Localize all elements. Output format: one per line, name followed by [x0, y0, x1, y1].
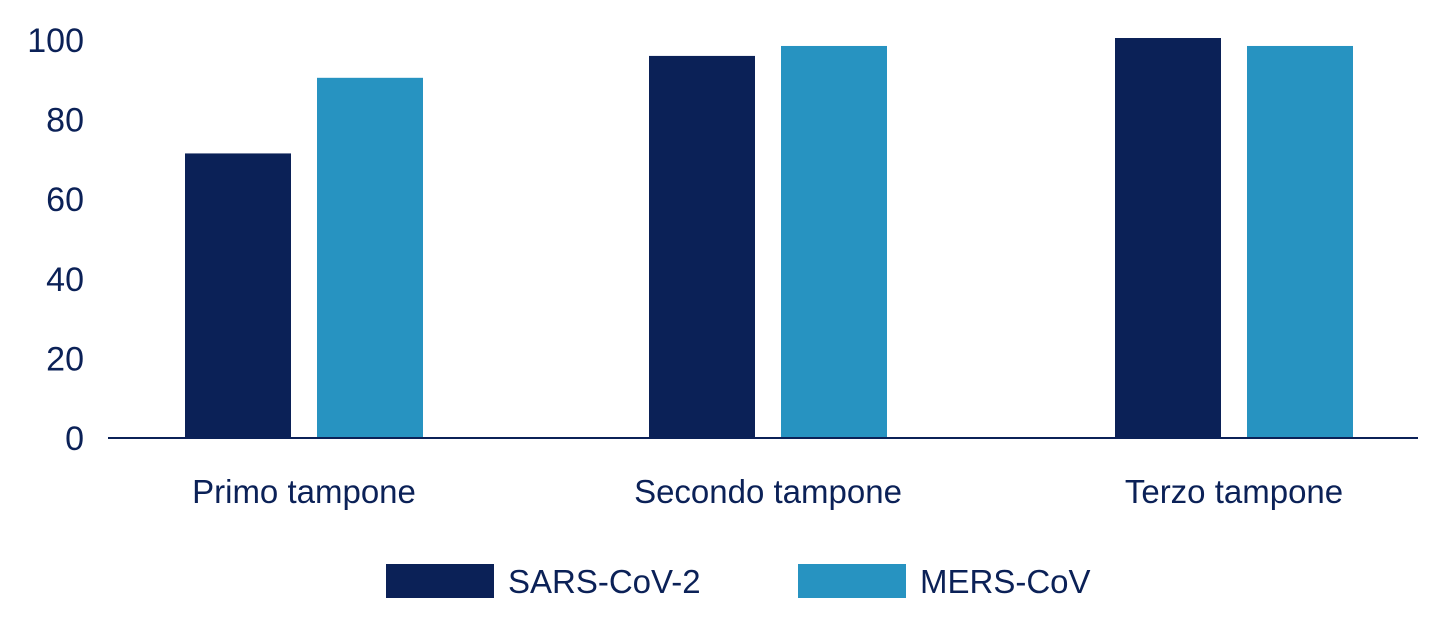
y-tick-label: 0	[65, 420, 84, 458]
bar-mers-cov-2	[1247, 45, 1353, 438]
y-tick-label: 20	[46, 340, 84, 378]
bar-sars-cov-2-2	[1115, 38, 1221, 438]
x-tick-label: Secondo tampone	[634, 473, 902, 510]
bar-sars-cov-2-0	[185, 153, 291, 438]
y-axis: 0 20 40 60 80 100	[27, 22, 84, 458]
bar-sars-cov-2-1	[649, 55, 755, 439]
x-tick-label: Terzo tampone	[1125, 473, 1343, 510]
y-tick-label: 100	[27, 22, 84, 60]
y-tick-label: 80	[46, 102, 84, 140]
legend: SARS-CoV-2 MERS-CoV	[386, 563, 1091, 600]
legend-swatch-mers-cov	[798, 564, 906, 598]
legend-swatch-sars-cov-2	[386, 564, 494, 598]
bars	[185, 38, 1353, 439]
legend-label: MERS-CoV	[920, 563, 1091, 600]
bar-mers-cov-1	[781, 45, 887, 438]
x-tick-label: Primo tampone	[192, 473, 416, 510]
bar-mers-cov-0	[317, 77, 423, 438]
x-axis: Primo tampone Secondo tampone Terzo tampon…	[192, 473, 1343, 510]
y-tick-label: 60	[46, 181, 84, 219]
y-tick-label: 40	[46, 261, 84, 299]
legend-label: SARS-CoV-2	[508, 563, 701, 600]
